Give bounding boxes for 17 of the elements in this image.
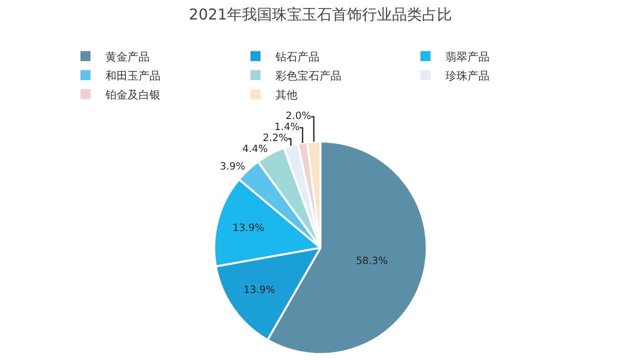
data-label: 13.9% [244,285,276,296]
data-label: 2.2% [262,133,288,144]
legend-label: 铂金及白银 [104,88,160,102]
legend-label: 黄金产品 [106,50,150,64]
data-label: 3.9% [220,162,246,173]
legend-label: 钻石产品 [274,50,320,64]
data-label: 4.4% [242,144,268,156]
data-label: 1.4% [274,122,300,134]
data-label: 58.3% [356,256,388,267]
chart-title: 2021年我国珠宝玉石首饰行业品类占比 [188,6,452,24]
legend-label: 翡翠产品 [446,50,490,64]
legend-label: 其他 [276,88,298,102]
data-label: 2.0% [286,111,312,122]
data-label: 13.9% [232,222,264,234]
legend-label: 珍珠产品 [446,69,490,82]
legend-label: 和田玉产品 [106,69,160,82]
legend-label: 彩色宝石产品 [276,69,342,82]
